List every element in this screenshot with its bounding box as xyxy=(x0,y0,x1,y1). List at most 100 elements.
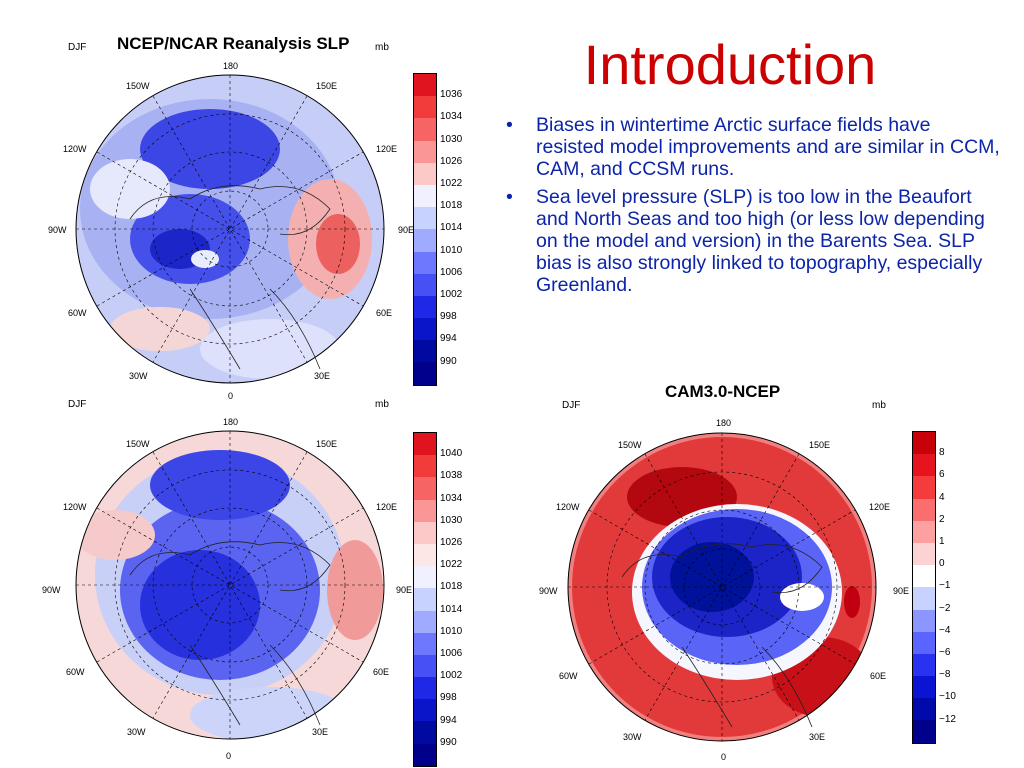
lon-label: 30W xyxy=(623,732,642,742)
colorbar xyxy=(413,432,437,767)
colorbar-tick-label: 1038 xyxy=(440,470,463,482)
colorbar-tick-label: 4 xyxy=(939,491,945,503)
colorbar-tick-label: 994 xyxy=(440,714,457,726)
colorbar-swatch xyxy=(414,654,436,678)
lon-label: 150E xyxy=(809,440,831,450)
lon-label: 60W xyxy=(66,667,85,677)
lon-label: 60E xyxy=(870,671,887,681)
colorbar-swatch xyxy=(414,118,436,141)
map-figure-model: DJF mb xyxy=(30,395,480,768)
colorbar-swatch xyxy=(414,140,436,163)
lon-label: 120W xyxy=(63,502,87,512)
polar-map xyxy=(75,74,385,384)
colorbar-swatch xyxy=(414,229,436,252)
lon-label: 150E xyxy=(316,81,338,91)
colorbar-tick-label: 1022 xyxy=(440,559,463,571)
colorbar-tick-label: 2 xyxy=(939,513,945,525)
colorbar-tick-label: 1014 xyxy=(440,222,463,234)
figure-title: NCEP/NCAR Reanalysis SLP xyxy=(117,34,350,53)
lon-label: 90E xyxy=(893,586,910,596)
colorbar-tick-label: 8 xyxy=(939,447,945,459)
colorbar-swatch xyxy=(913,653,935,677)
colorbar-swatch xyxy=(913,498,935,521)
colorbar-swatch xyxy=(414,743,436,766)
lon-label: 180 xyxy=(223,61,239,71)
colorbar-swatch xyxy=(414,295,436,319)
colorbar-swatch xyxy=(913,565,935,588)
colorbar-tick-label: 1018 xyxy=(440,581,463,593)
lon-label: 60E xyxy=(373,667,390,677)
colorbar-tick-label: −6 xyxy=(939,647,951,658)
colorbar-swatch xyxy=(414,610,436,633)
units-label: mb xyxy=(375,42,389,53)
colorbar-tick-label: 1034 xyxy=(440,111,463,123)
colorbar-tick-label: 1030 xyxy=(440,133,463,145)
colorbar-tick-label: −12 xyxy=(939,713,956,725)
colorbar-swatch xyxy=(414,521,436,544)
colorbar-swatch xyxy=(414,318,436,341)
colorbar-swatch xyxy=(913,454,935,477)
bullet-item: Sea level pressure (SLP) is too low in t… xyxy=(500,186,1000,296)
season-label: DJF xyxy=(68,399,87,407)
colorbar-swatch xyxy=(913,676,935,699)
colorbar-tick-label: 1022 xyxy=(440,178,463,189)
colorbar-swatch xyxy=(414,74,436,97)
lon-label: 90W xyxy=(48,225,67,235)
lon-label: 150W xyxy=(126,81,150,91)
colorbar-tick-label: 1018 xyxy=(440,200,463,212)
colorbar-tick-label: −10 xyxy=(939,691,956,703)
lon-label: 60W xyxy=(68,308,87,318)
colorbar-tick-label: 1006 xyxy=(440,648,463,659)
colorbar-swatch xyxy=(913,587,935,610)
lon-label: 90E xyxy=(398,225,415,235)
colorbar-tick-label: 1 xyxy=(939,536,945,547)
colorbar-swatch xyxy=(913,476,935,499)
colorbar-tick-label: 1014 xyxy=(440,603,463,615)
lon-label: 90W xyxy=(539,586,558,596)
colorbar-tick-label: 990 xyxy=(440,355,457,367)
season-label: DJF xyxy=(562,400,581,411)
lon-label: 30E xyxy=(312,727,329,737)
colorbar-swatch xyxy=(913,542,935,566)
figure-title: CAM3.0-NCEP xyxy=(665,382,781,401)
colorbar-swatch xyxy=(414,433,436,456)
colorbar-swatch xyxy=(414,477,436,500)
lon-label: 60E xyxy=(376,308,393,318)
colorbar-tick-label: 1002 xyxy=(440,289,463,300)
colorbar xyxy=(912,431,936,744)
colorbar-swatch xyxy=(414,207,436,230)
colorbar-tick-label: −2 xyxy=(939,602,951,614)
colorbar-swatch xyxy=(913,432,935,455)
colorbar-swatch xyxy=(414,184,436,208)
lon-label: 0 xyxy=(228,391,234,401)
colorbar-swatch xyxy=(414,543,436,567)
colorbar-swatch xyxy=(414,362,436,385)
colorbar-tick-label: −1 xyxy=(939,580,951,592)
colorbar-swatch xyxy=(913,609,935,632)
lon-label: 180 xyxy=(716,418,732,428)
colorbar-tick-label: 998 xyxy=(440,311,457,323)
lon-label: 150E xyxy=(316,439,338,449)
colorbar-swatch xyxy=(913,698,935,721)
lon-label: 120W xyxy=(556,502,580,512)
colorbar-tick-label: 1026 xyxy=(440,537,463,548)
bullet-item: Biases in wintertime Arctic surface fiel… xyxy=(500,114,1000,180)
colorbar-tick-label: 1006 xyxy=(440,266,463,278)
colorbar-swatch xyxy=(414,273,436,296)
colorbar xyxy=(413,73,437,386)
polar-map xyxy=(567,432,877,742)
lon-label: 150W xyxy=(126,439,150,449)
lon-label: 120E xyxy=(376,144,398,154)
colorbar-swatch xyxy=(913,520,935,543)
map-figure-bias: DJF CAM3.0-NCEP mb xyxy=(525,370,1015,768)
lon-label: 30E xyxy=(809,732,826,742)
season-label: DJF xyxy=(68,42,87,53)
colorbar-swatch xyxy=(414,588,436,611)
colorbar-tick-label: 6 xyxy=(939,469,945,481)
colorbar-swatch xyxy=(414,340,436,363)
colorbar-swatch xyxy=(414,96,436,119)
slide-title: Introduction xyxy=(583,33,877,96)
colorbar-tick-label: 1026 xyxy=(440,155,463,167)
colorbar-tick-label: −4 xyxy=(939,624,951,636)
lon-label: 120W xyxy=(63,144,87,154)
